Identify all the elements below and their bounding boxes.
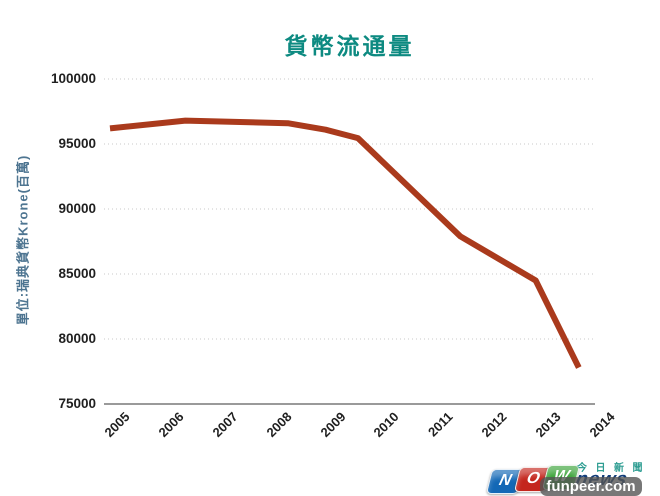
x-tick-label: 2008	[263, 409, 295, 441]
chart-title: 貨幣流通量	[284, 33, 415, 59]
x-tick-label: 2012	[478, 409, 510, 441]
y-tick-label: 100000	[50, 71, 96, 86]
logo-tagline: 今日新聞	[577, 463, 651, 474]
x-tick-label: 2011	[425, 409, 456, 440]
y-tick-label: 90000	[58, 201, 96, 216]
x-tick-label: 2010	[370, 409, 403, 441]
y-tick-label: 75000	[58, 396, 96, 411]
money-supply-line	[109, 117, 582, 369]
x-tick-label: 2009	[317, 409, 349, 441]
x-tick-label: 2005	[101, 409, 133, 441]
nownews-watermark: NOW news 今日新聞 funpeer.com	[485, 452, 660, 496]
y-tick-label: 95000	[58, 136, 96, 151]
y-tick-label: 85000	[58, 266, 96, 281]
x-tick-label: 2013	[532, 409, 564, 441]
funpeer-watermark: funpeer.com	[540, 477, 642, 496]
x-tick-label: 2006	[155, 409, 187, 441]
y-tick-label: 80000	[58, 331, 96, 346]
plot-area	[104, 78, 595, 405]
x-tick-label: 2014	[586, 409, 618, 441]
y-axis-title: 單位:瑞典貨幣Krone(百萬)	[15, 154, 31, 326]
x-tick-label: 2007	[209, 409, 241, 441]
funpeer-watermark-text: funpeer.com	[546, 478, 636, 495]
